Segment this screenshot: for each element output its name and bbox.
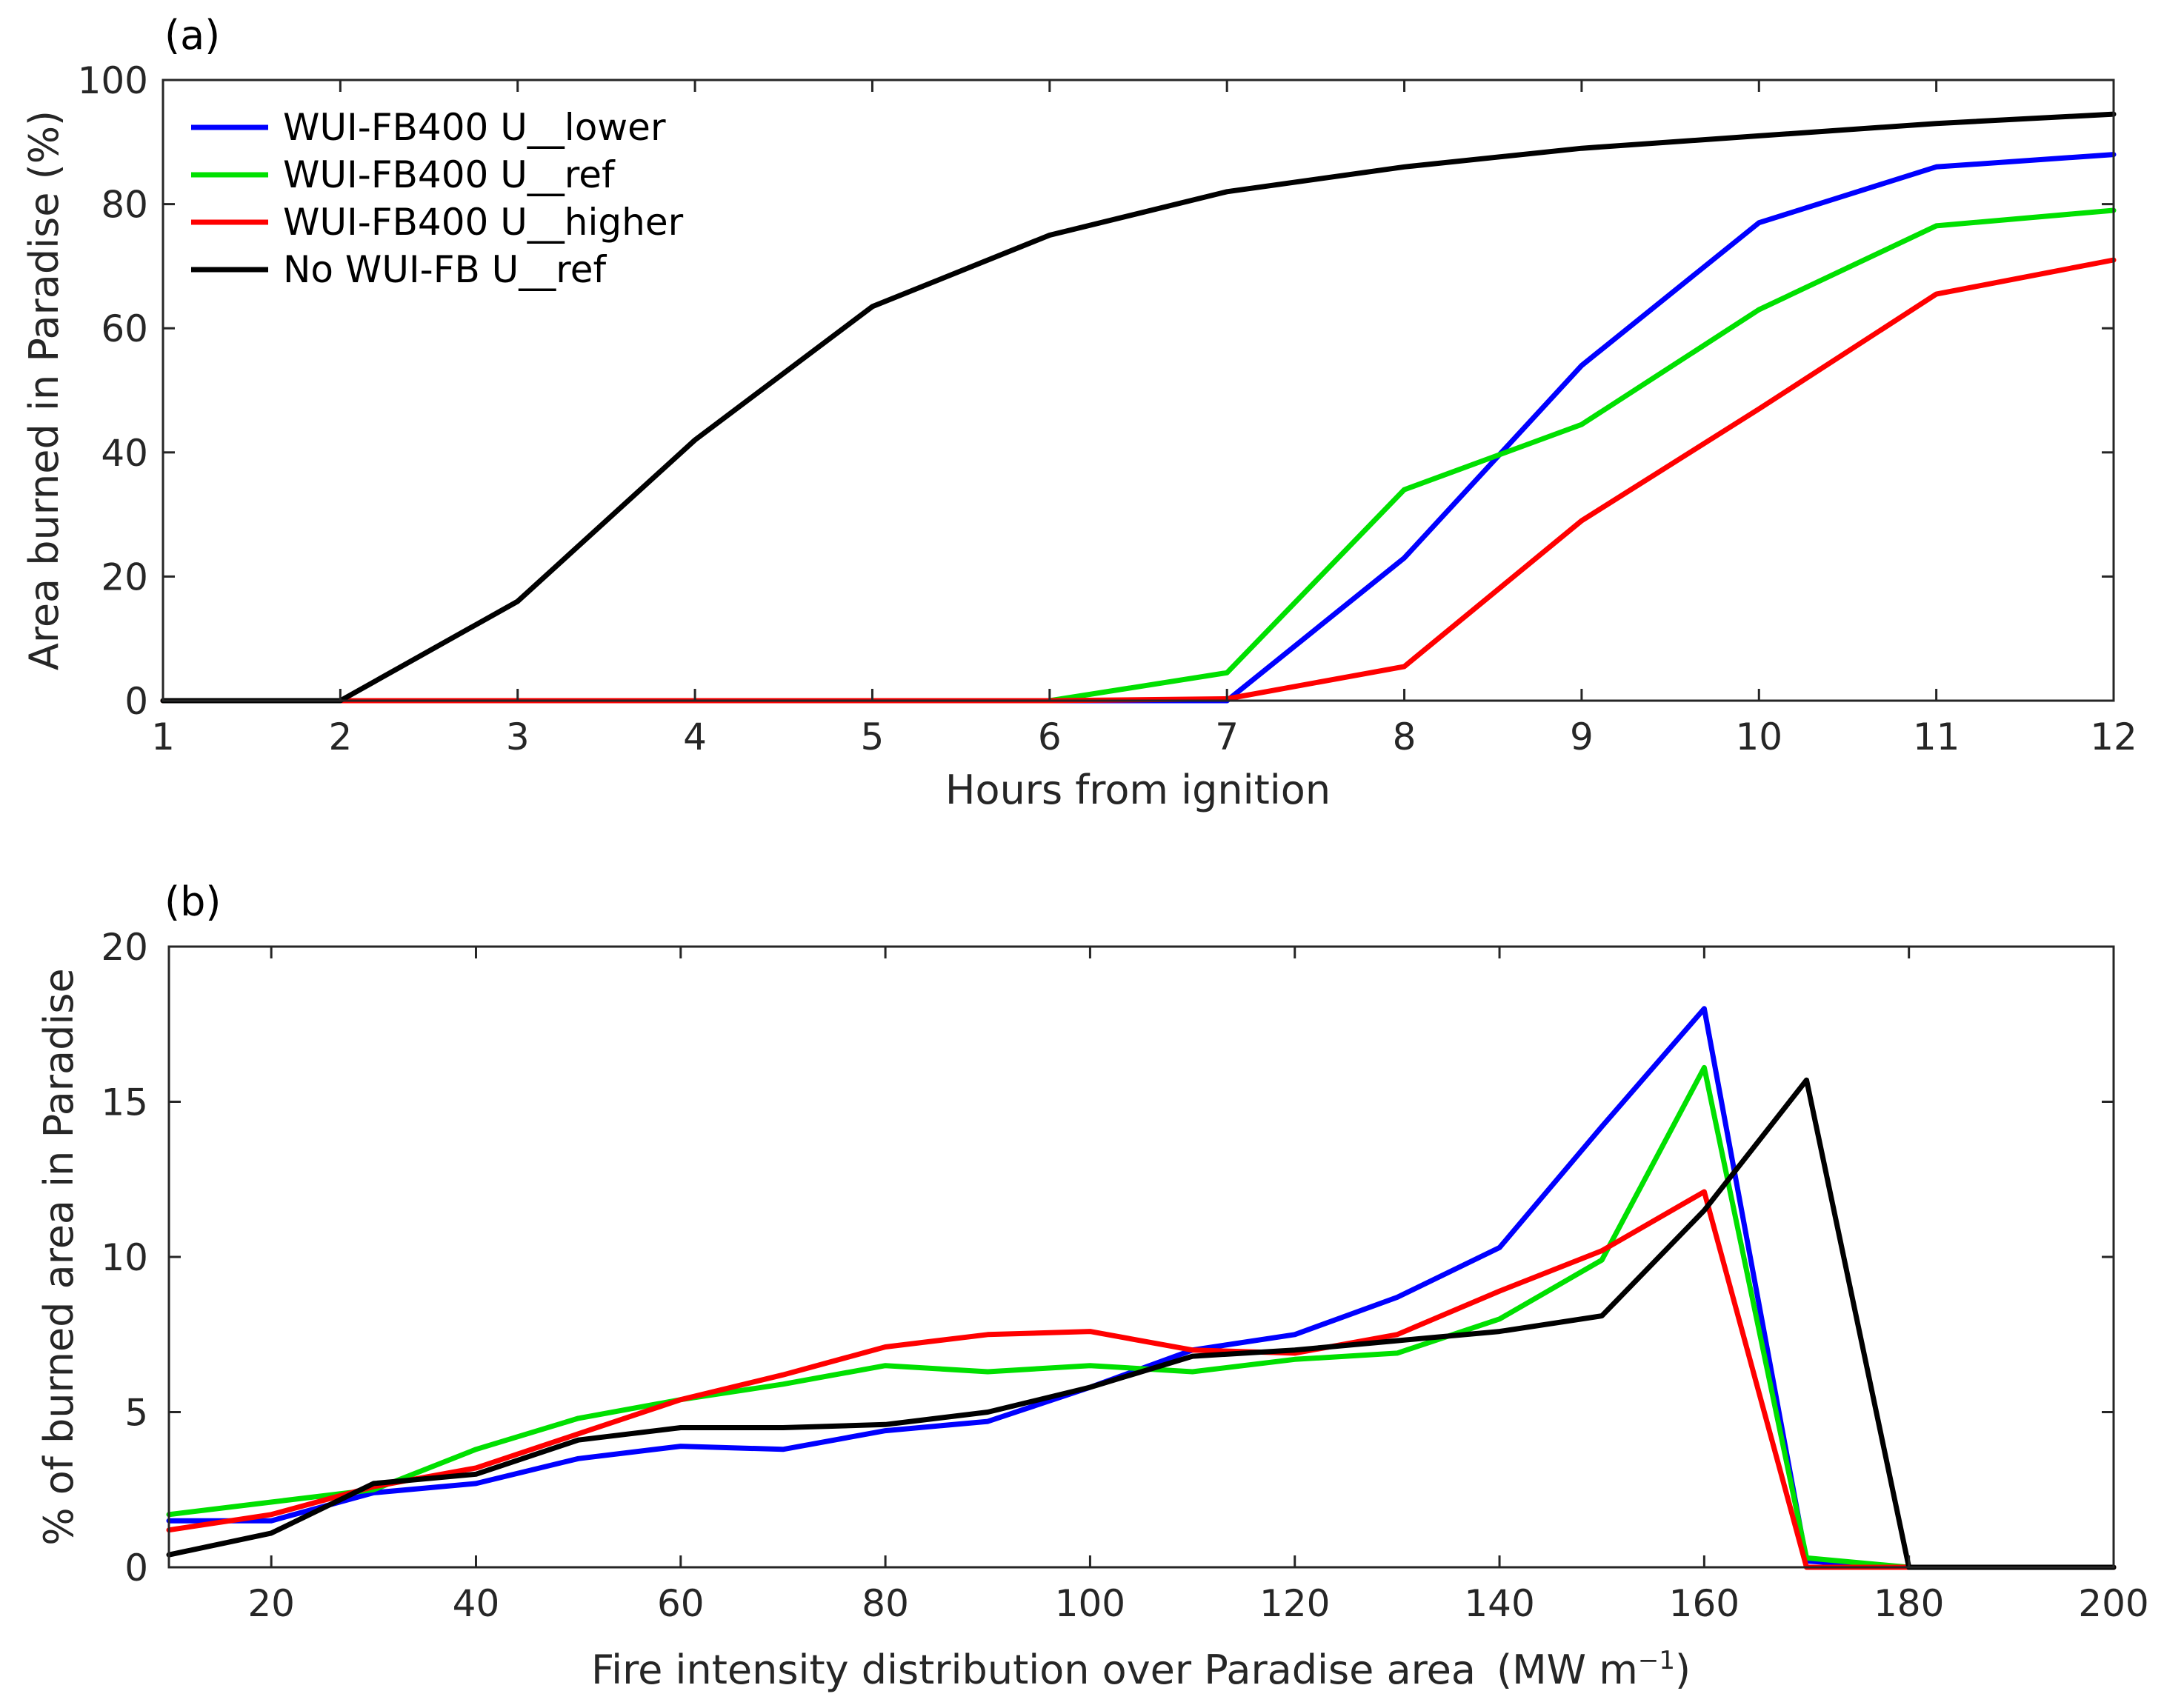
panel-a-y-tick-label: 80 [101,184,148,227]
panel-a-y-tick-label: 60 [101,307,148,350]
panel-b-x-axis-unit-close: ) [1675,1647,1691,1693]
panel-a-y-axis-label: Area burned in Paradise (%) [21,110,67,670]
panel-a-x-tick-label: 12 [2090,715,2137,758]
panel-b-y-tick-label: 20 [101,926,148,969]
panel-a-y-tick-label: 20 [101,556,148,598]
panel-b-label: (b) [164,878,221,925]
panel-a-y-tick-label: 100 [78,59,148,102]
legend-label-wui-fb400-u-higher: WUI-FB400 U__higher [283,201,684,244]
panel-b-y-tick-label: 10 [101,1236,148,1279]
panel-a-x-tick-label: 8 [1393,715,1416,758]
panel-a-label: (a) [164,12,220,59]
panel-b-series-line-wui-fb400-u-ref [166,1064,2117,1570]
panel-b-x-axis-unit: (MW m [1497,1647,1638,1693]
panel-b-x-tick-label: 20 [247,1582,295,1625]
panel-a-x-tick-label: 4 [683,715,707,758]
panel-a-x-tick-label: 1 [151,715,175,758]
panel-b-series-line-no-wui-fb-u-ref [166,1077,2117,1570]
panel-a-series-line-no-wui-fb-u-ref [160,111,2117,704]
panel-b-x-tick-label: 100 [1055,1582,1125,1625]
panel-b-x-axis-label: Fire intensity distribution over Paradis… [591,1646,1691,1693]
panel-b-x-tick-label: 60 [657,1582,705,1625]
panel-a-x-tick-label: 6 [1038,715,1062,758]
panel-b-y-tick-label: 5 [124,1392,148,1435]
panel-b-series-group [166,1006,2117,1570]
panel-b-series-line-wui-fb400-u-higher [166,1189,2117,1570]
panel-a-x-tick-label: 5 [861,715,885,758]
panel-a-y-tick-label: 0 [124,680,148,723]
panel-b-y-axis-label: % of burned area in Paradise [36,968,82,1545]
panel-b-x-tick-label: 160 [1669,1582,1739,1625]
legend-label-wui-fb400-u-lower: WUI-FB400 U__lower [283,106,666,149]
panel-a-x-tick-label: 3 [506,715,530,758]
panel-b-x-tick-label: 120 [1259,1582,1330,1625]
panel-a-x-axis-label: Hours from ignition [945,767,1331,813]
panel-a-x-tick-label: 7 [1215,715,1239,758]
panel-a-x-tick-label: 10 [1735,715,1782,758]
panel-b-x-tick-label: 40 [453,1582,500,1625]
panel-a-x-tick-label: 9 [1570,715,1594,758]
panel-b-x-axis-unit-exponent: −1 [1638,1646,1675,1675]
panel-b-series-line-wui-fb400-u-lower [166,1006,2117,1570]
panel-b-x-tick-label: 140 [1464,1582,1534,1625]
panel-b-ticks: 20 40 60 80 100 120 140 160 180 200 0 5 10 15 20 [101,926,2148,1625]
panel-a-y-tick-label: 40 [101,432,148,475]
panel-b-x-tick-label: 180 [1874,1582,1944,1625]
panel-b-chart: (b) 20 40 60 80 100 120 140 160 180 200 0 5 10 15 20 F… [36,878,2149,1693]
legend-label-wui-fb400-u-ref: WUI-FB400 U__ref [283,153,616,196]
panel-a-plot-frame [162,79,2115,702]
panel-b-x-tick-label: 80 [862,1582,909,1625]
panel-b-x-tick-label: 200 [2078,1582,2148,1625]
legend-label-no-wui-fb-u-ref: No WUI-FB U__ref [283,248,607,291]
panel-a-x-tick-label: 11 [1913,715,1960,758]
panel-b-y-tick-label: 15 [101,1081,148,1124]
panel-b-x-axis-label-main: Fire intensity distribution over Paradis… [591,1647,1476,1693]
panel-a-x-tick-label: 2 [328,715,352,758]
panel-b-y-tick-label: 0 [124,1547,148,1589]
